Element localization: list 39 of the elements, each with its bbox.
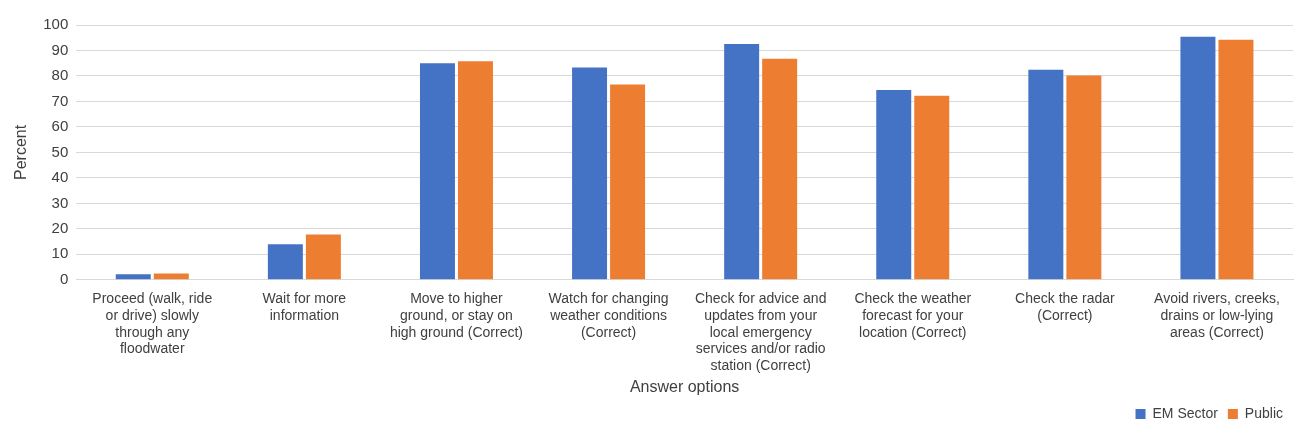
y-tick-label: 50: [51, 142, 69, 160]
bar: [1218, 39, 1254, 280]
y-tick-label: 30: [51, 193, 69, 211]
bar: [153, 273, 189, 280]
x-axis-title: Answer options: [629, 377, 740, 395]
y-tick-label: 60: [51, 117, 69, 135]
y-tick-label: 90: [51, 40, 69, 58]
bar: [724, 44, 760, 280]
x-tick-label: Wait for more information: [262, 290, 347, 323]
x-tick-label: Move to higher ground, or stay on high ground (Correct): [389, 290, 523, 340]
x-tick-label: Check the weather forecast for your location (Correct): [854, 290, 972, 340]
bar: [914, 95, 950, 280]
bar: [876, 89, 912, 280]
y-tick-label: 100: [43, 15, 69, 33]
bar: [1180, 36, 1216, 280]
x-tick-label: Check for advice and updates from your local emergency services and/or radio station (Correct): [694, 290, 827, 374]
y-tick-label: 40: [51, 168, 69, 186]
bar: [115, 274, 151, 280]
bar: [267, 244, 303, 280]
bar: [305, 234, 341, 280]
x-tick-label: Proceed (walk, ride or drive) slowly through any floodwater: [92, 290, 213, 357]
x-tick-label: Watch for changing weather conditions (Correct): [548, 290, 669, 340]
x-tick-label: Check the radar (Correct): [1015, 290, 1115, 323]
bar: [419, 63, 455, 280]
y-tick-label: 10: [51, 244, 69, 262]
bar: [572, 67, 608, 280]
y-tick-label: 0: [59, 269, 69, 287]
bar: [610, 84, 646, 280]
x-tick-label: Avoid rivers, creeks, drains or low-lying areas (Correct): [1154, 290, 1280, 340]
bar: [1066, 75, 1102, 280]
legend-label: Public: [1244, 404, 1284, 421]
y-tick-label: 70: [51, 91, 69, 109]
bar: [457, 61, 493, 280]
y-tick-label: 20: [51, 218, 69, 236]
bar: [1028, 69, 1064, 280]
y-axis-title: Percent: [12, 124, 30, 180]
y-tick-label: 80: [51, 66, 69, 84]
bar: [762, 58, 798, 280]
legend-label: EM Sector: [1152, 404, 1219, 421]
